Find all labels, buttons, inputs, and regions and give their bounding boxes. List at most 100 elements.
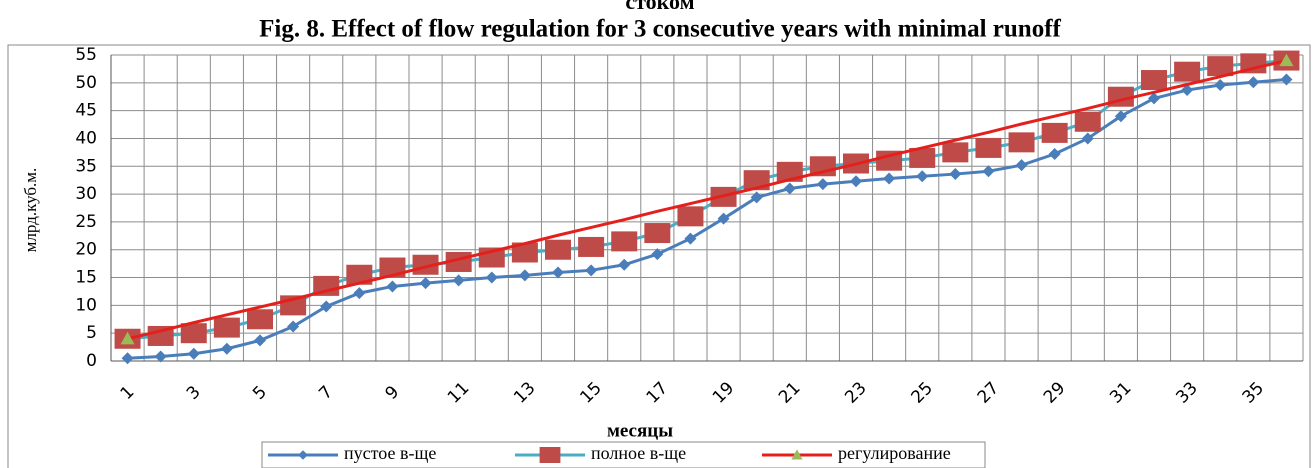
x-tick-label: 19 <box>709 378 738 407</box>
data-point <box>213 317 240 338</box>
data-point <box>611 231 638 252</box>
data-point <box>1074 111 1101 132</box>
legend-label: регулирование <box>838 443 951 463</box>
legend-marker <box>539 447 561 463</box>
chart-subtitle: стоком <box>625 0 694 14</box>
y-tick-label: 20 <box>75 240 97 260</box>
x-tick-label: 31 <box>1106 378 1135 407</box>
x-tick-label: 23 <box>841 378 870 407</box>
data-point <box>816 178 829 191</box>
y-tick-label: 45 <box>75 101 97 121</box>
chart-frame <box>7 44 1311 468</box>
data-point <box>578 236 605 257</box>
data-point <box>1247 76 1260 89</box>
x-tick-label: 1 <box>117 382 139 404</box>
data-point <box>982 165 995 178</box>
x-tick-label: 29 <box>1040 378 1069 407</box>
data-point <box>419 277 432 290</box>
x-tick-label: 7 <box>315 382 337 404</box>
data-point <box>909 147 936 168</box>
y-axis-label: млрд.куб.м. <box>21 168 40 253</box>
data-point <box>750 191 763 204</box>
series-line <box>127 59 1287 341</box>
data-point <box>320 300 333 313</box>
x-tick-label: 15 <box>576 378 605 407</box>
y-tick-label: 10 <box>75 295 97 315</box>
x-tick-label: 21 <box>775 378 804 407</box>
x-tick-label: 17 <box>643 378 672 407</box>
data-point <box>120 331 135 345</box>
data-point <box>353 287 366 300</box>
series-line <box>127 77 1287 360</box>
y-tick-label: 35 <box>75 156 97 176</box>
x-tick-label: 27 <box>974 378 1003 407</box>
data-point <box>942 142 969 163</box>
data-point <box>180 323 207 344</box>
data-point <box>220 342 233 355</box>
x-tick-label: 35 <box>1239 378 1268 407</box>
legend <box>261 441 986 468</box>
data-point <box>485 271 498 284</box>
y-tick-label: 0 <box>86 351 97 371</box>
data-point <box>247 309 273 330</box>
data-point <box>552 266 564 279</box>
data-point <box>1141 70 1167 91</box>
x-axis-label: месяцы <box>607 420 673 441</box>
data-point <box>1214 79 1227 92</box>
data-point <box>1148 92 1160 105</box>
data-point <box>187 347 200 360</box>
data-point <box>651 248 664 261</box>
data-point <box>545 239 571 260</box>
x-tick-label: 11 <box>444 378 473 407</box>
data-point <box>287 320 300 333</box>
data-point <box>677 206 704 227</box>
data-point <box>346 264 373 285</box>
data-point <box>717 212 730 225</box>
data-point <box>949 168 962 181</box>
data-point <box>1279 53 1294 67</box>
data-point <box>121 352 134 365</box>
legend-label: полное в-ще <box>591 443 686 463</box>
data-point <box>783 182 796 195</box>
chart-title: Fig. 8. Effect of flow regulation for 3 … <box>259 16 1061 43</box>
data-point <box>1114 110 1127 123</box>
legend-label: пустое в-ще <box>344 443 436 463</box>
data-point <box>1008 132 1035 153</box>
x-tick-label: 5 <box>249 382 271 404</box>
x-tick-label: 33 <box>1172 378 1201 407</box>
data-point <box>684 232 697 245</box>
data-point <box>1015 159 1028 172</box>
data-point <box>154 350 167 363</box>
data-point <box>644 223 671 244</box>
y-tick-label: 5 <box>86 323 97 343</box>
y-tick-label: 50 <box>75 73 97 93</box>
y-tick-label: 25 <box>75 212 97 232</box>
y-tick-label: 30 <box>75 184 97 204</box>
data-point <box>1081 132 1094 145</box>
data-point <box>883 172 896 185</box>
data-point <box>1041 122 1068 143</box>
data-point <box>1181 84 1194 97</box>
data-point <box>511 242 538 263</box>
y-tick-label: 55 <box>75 45 97 65</box>
data-point <box>916 170 929 183</box>
y-tick-label: 40 <box>75 128 97 148</box>
data-point <box>386 280 399 293</box>
x-tick-label: 9 <box>382 382 404 404</box>
x-tick-label: 13 <box>510 378 539 407</box>
legend-marker <box>791 449 803 460</box>
data-point <box>518 269 531 282</box>
data-point <box>452 274 465 287</box>
data-point <box>1048 148 1061 161</box>
y-tick-label: 15 <box>75 268 97 288</box>
data-point <box>975 137 1002 158</box>
data-point <box>585 264 598 277</box>
data-point <box>1207 56 1234 77</box>
data-point <box>1280 73 1293 86</box>
x-tick-label: 25 <box>908 378 937 407</box>
x-tick-label: 3 <box>183 382 205 404</box>
data-point <box>254 334 266 347</box>
legend-marker <box>298 450 308 460</box>
data-point <box>618 258 631 271</box>
